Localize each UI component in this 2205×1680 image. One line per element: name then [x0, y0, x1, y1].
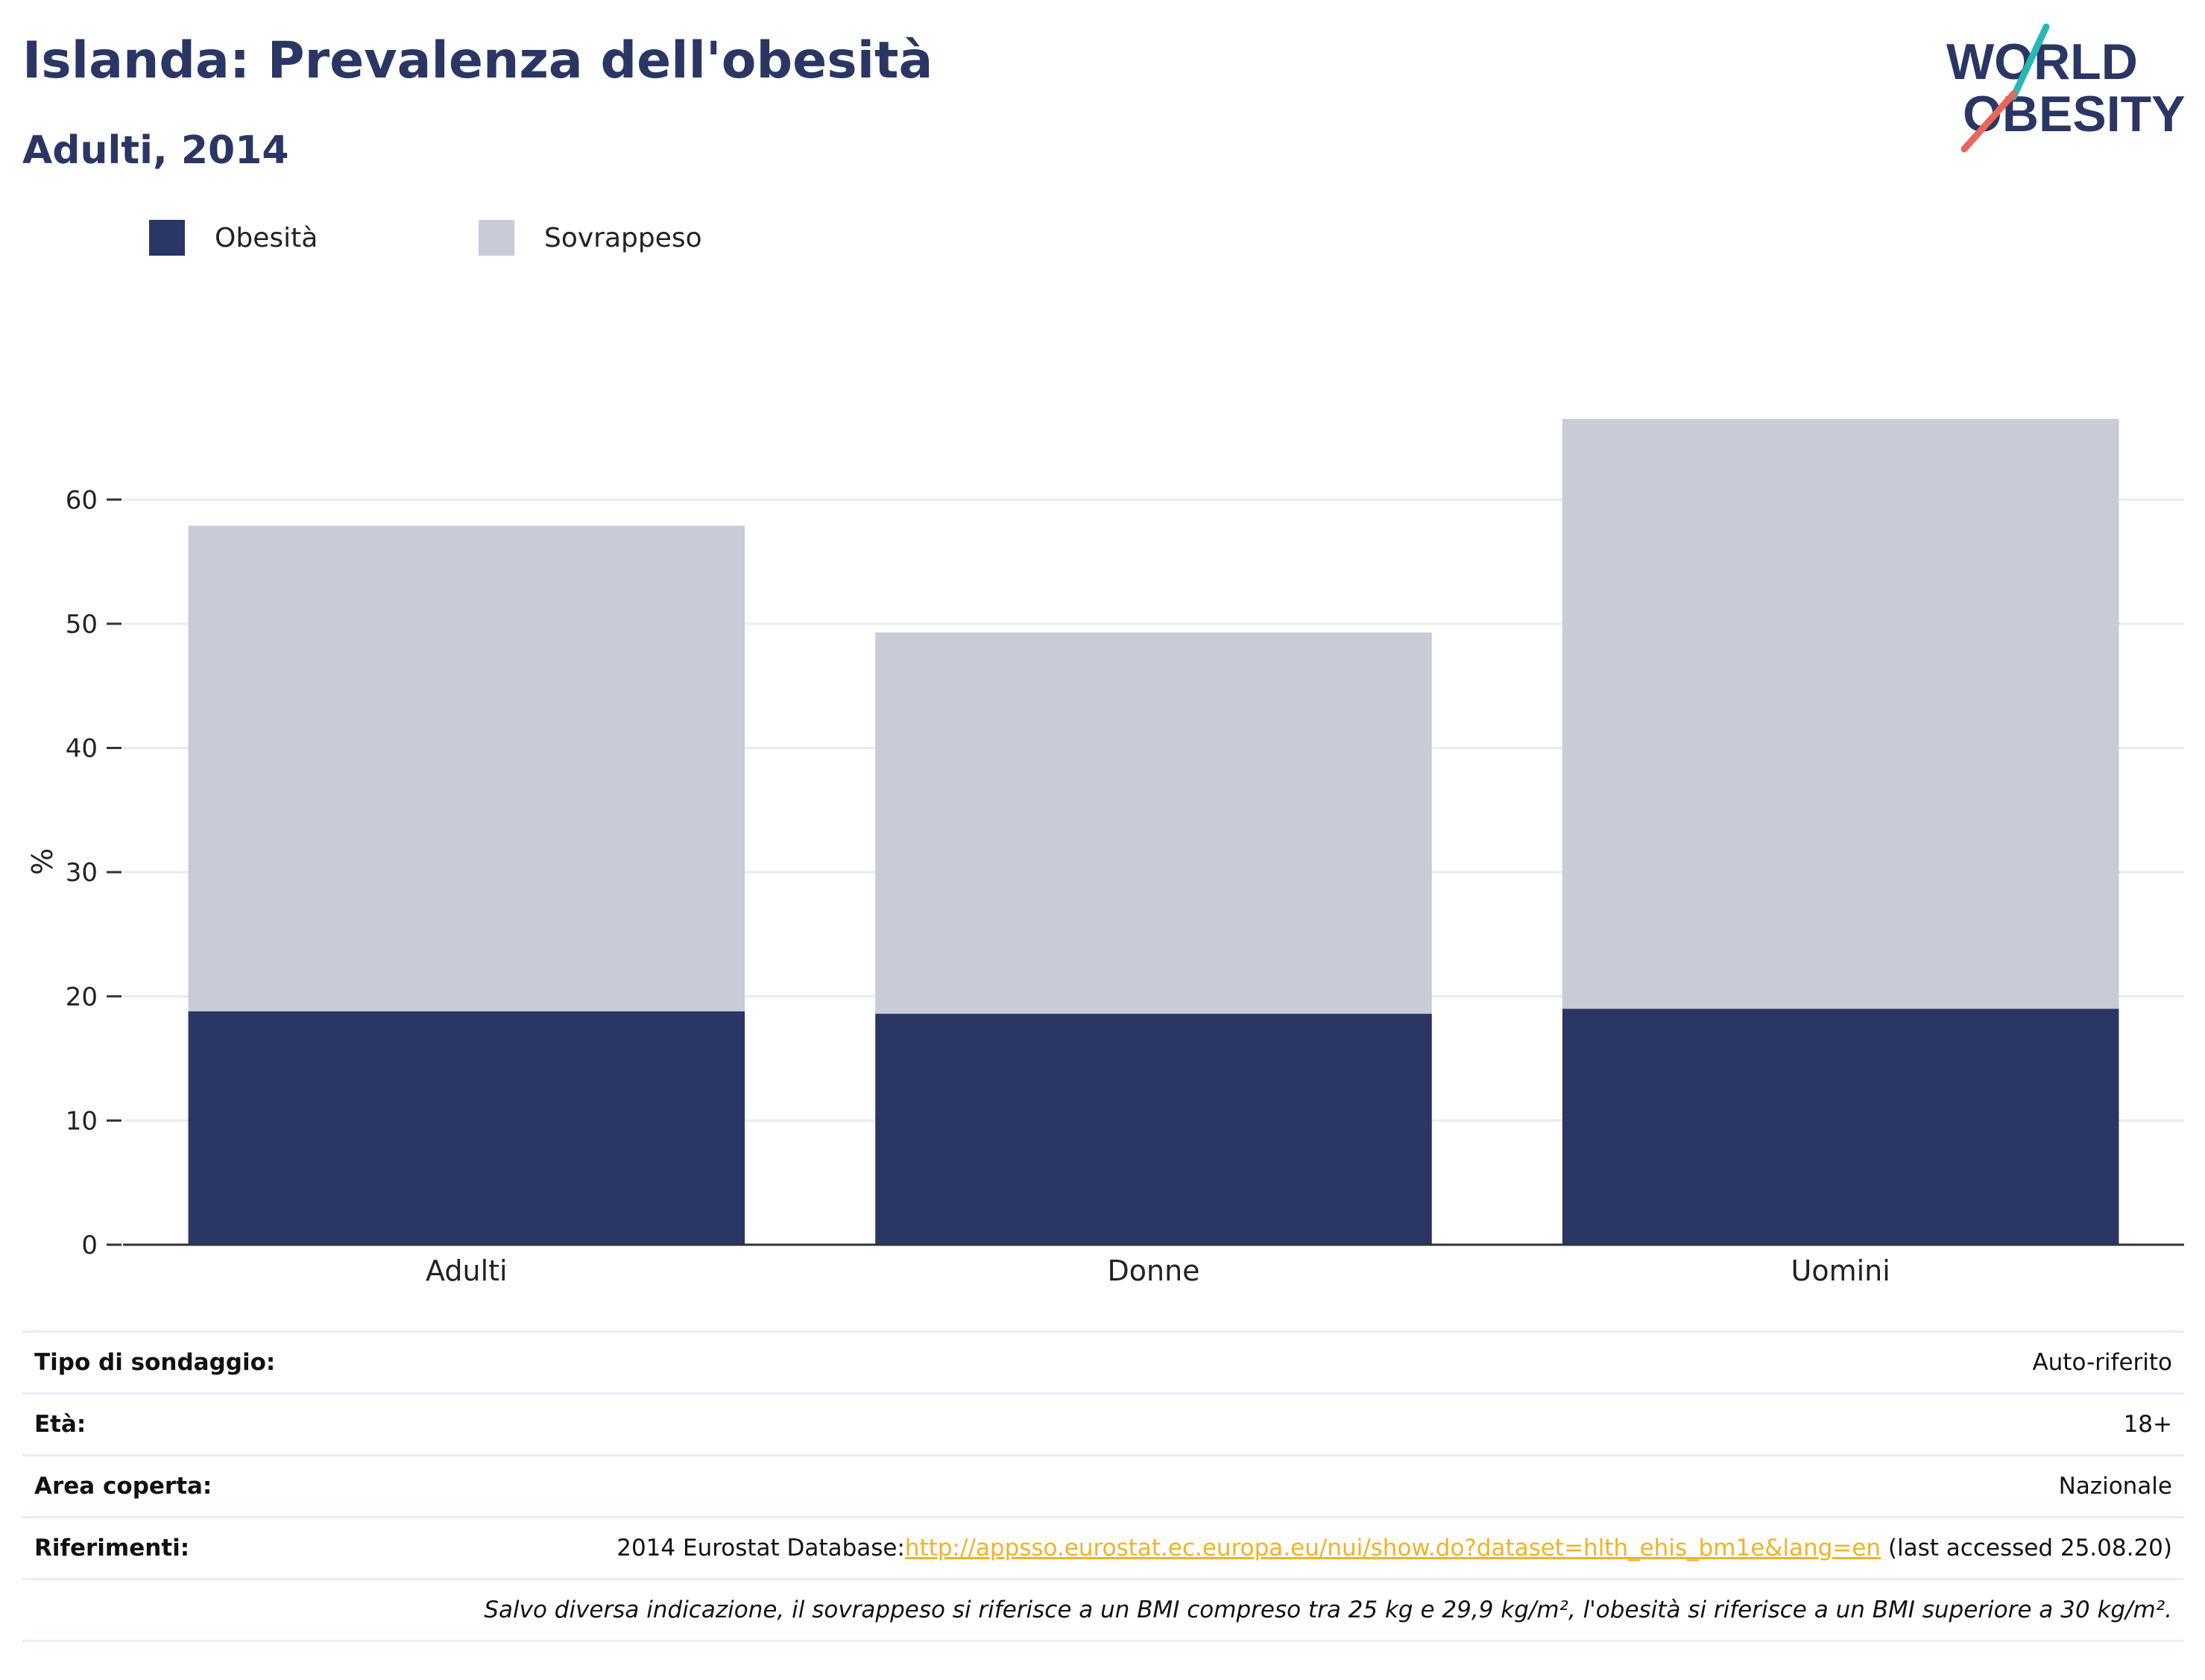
reference-prefix: 2014 Eurostat Database:	[616, 1535, 905, 1561]
reference-suffix: (last accessed 25.08.20)	[1881, 1535, 2172, 1561]
y-tick-label: 0	[81, 1231, 98, 1260]
legend-swatch-sovrappeso	[479, 220, 514, 256]
info-value-area: Nazionale	[332, 1454, 2184, 1518]
legend-item-obesita[interactable]: Obesità	[149, 220, 318, 256]
world-obesity-logo: WORLD OBESITY	[1946, 23, 2186, 153]
bar-sovrappeso-donne	[875, 632, 1432, 1014]
chart-title: Islanda: Prevalenza dell'obesità	[22, 31, 933, 90]
legend-label-sovrappeso: Sovrappeso	[544, 222, 702, 253]
info-label-survey-type: Tipo di sondaggio:	[22, 1330, 333, 1394]
y-axis-title: %	[26, 848, 59, 875]
bar-obesit-uomini	[1562, 1008, 2119, 1245]
y-tick-label: 60	[66, 485, 98, 515]
y-tick-label: 40	[66, 734, 98, 764]
bar-obesit-adulti	[188, 1011, 745, 1245]
reference-link[interactable]: http://appsso.eurostat.ec.europa.eu/nui/…	[904, 1535, 1881, 1561]
x-tick-label: Adulti	[426, 1254, 508, 1287]
info-row-survey-type: Tipo di sondaggio: Auto-riferito	[22, 1330, 2184, 1394]
chart-subtitle: Adulti, 2014	[22, 128, 289, 173]
bar-sovrappeso-adulti	[188, 525, 745, 1011]
definition-note: Salvo diversa indicazione, il sovrappeso…	[22, 1578, 2184, 1642]
info-row-references: Riferimenti: 2014 Eurostat Database:http…	[22, 1516, 2184, 1579]
bar-chart: 0 10 20 30 40 50 60% Adulti Donne Uomini	[26, 419, 2184, 1287]
y-tick-label: 50	[66, 610, 98, 640]
info-value-age: 18+	[332, 1392, 2184, 1456]
y-tick-label: 30	[66, 858, 98, 888]
info-row-age: Età: 18+	[22, 1392, 2184, 1456]
info-value-survey-type: Auto-riferito	[332, 1330, 2184, 1394]
logo-slash-teal	[2010, 23, 2050, 101]
legend-swatch-obesita	[149, 220, 185, 256]
info-table: Tipo di sondaggio: Auto-riferito Età: 18…	[22, 1330, 2184, 1642]
y-tick-label: 10	[66, 1106, 98, 1136]
x-tick-label: Uomini	[1791, 1254, 1890, 1287]
legend-label-obesita: Obesità	[215, 222, 318, 253]
legend-item-sovrappeso[interactable]: Sovrappeso	[479, 220, 702, 256]
info-label-age: Età:	[22, 1392, 333, 1456]
info-value-references: 2014 Eurostat Database:http://appsso.eur…	[332, 1516, 2184, 1579]
info-row-area: Area coperta: Nazionale	[22, 1454, 2184, 1518]
bar-obesit-donne	[875, 1014, 1432, 1245]
info-label-area: Area coperta:	[22, 1454, 333, 1518]
y-tick-label: 20	[66, 982, 98, 1012]
info-label-references: Riferimenti:	[22, 1516, 333, 1579]
logo-slash-coral	[1960, 90, 2017, 153]
x-tick-label: Donne	[1107, 1254, 1199, 1287]
info-row-note: Salvo diversa indicazione, il sovrappeso…	[22, 1578, 2184, 1642]
bar-sovrappeso-uomini	[1562, 419, 2119, 1009]
